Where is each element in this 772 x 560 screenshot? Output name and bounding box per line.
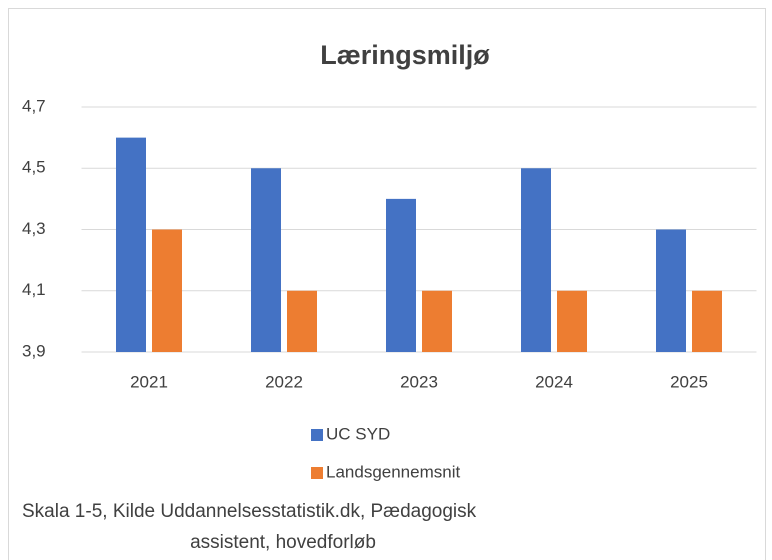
x-tick-label: 2024	[535, 372, 573, 391]
y-tick-label: 4,7	[22, 96, 46, 115]
bar	[557, 290, 587, 352]
bar	[422, 290, 452, 352]
legend-swatch	[311, 429, 323, 441]
bar	[251, 168, 281, 352]
bar	[152, 229, 182, 352]
legend-swatch	[311, 467, 323, 479]
y-tick-label: 4,5	[22, 158, 46, 177]
chart-title: Læringsmiljø	[320, 40, 490, 70]
x-tick-label: 2021	[130, 372, 168, 391]
bar	[287, 290, 317, 352]
legend-label: UC SYD	[326, 424, 390, 443]
bar	[521, 168, 551, 352]
bar	[692, 290, 722, 352]
caption: assistent, hovedforløb	[190, 532, 376, 553]
y-tick-label: 3,9	[22, 341, 46, 360]
bar	[116, 137, 146, 352]
bar	[656, 229, 686, 352]
y-tick-label: 4,3	[22, 219, 46, 238]
x-tick-label: 2025	[670, 372, 708, 391]
x-tick-label: 2023	[400, 372, 438, 391]
bar	[386, 198, 416, 352]
caption: Skala 1-5, Kilde Uddannelsesstatistik.dk…	[22, 501, 477, 522]
y-tick-label: 4,1	[22, 280, 46, 299]
legend-label: Landsgennemsnit	[326, 462, 460, 481]
x-tick-label: 2022	[265, 372, 303, 391]
